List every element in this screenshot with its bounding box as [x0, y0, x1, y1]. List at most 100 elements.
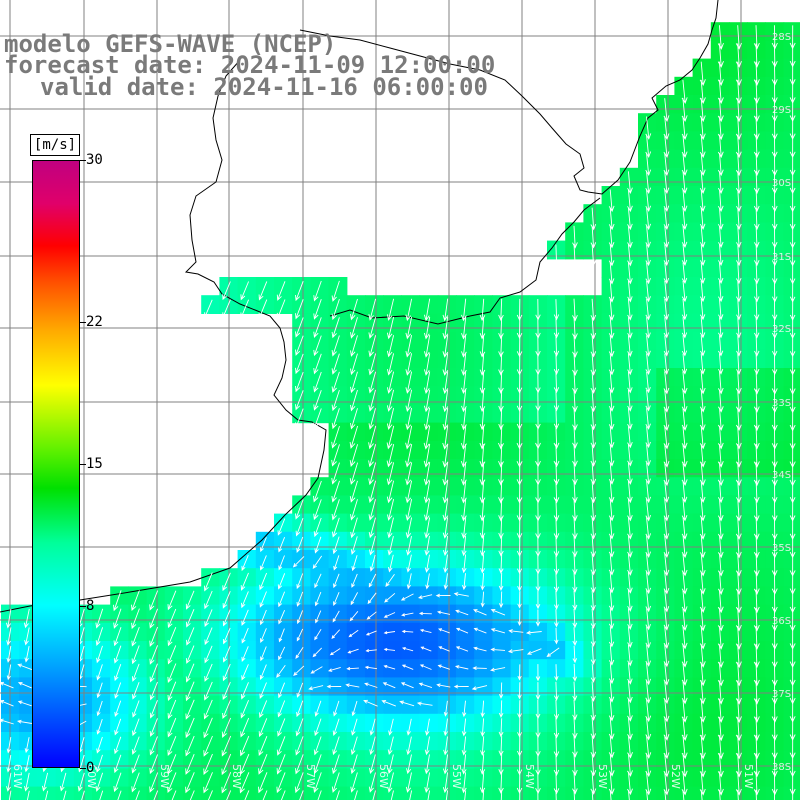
wind-vector-arrow: [553, 753, 560, 776]
wind-vector-arrow: [735, 116, 742, 141]
wind-vector-arrow: [167, 736, 177, 756]
wind-vector-arrow: [17, 700, 32, 707]
wind-vector-arrow: [590, 535, 597, 558]
wind-vector-arrow: [424, 754, 430, 775]
colorbar-tick-mark: [80, 160, 86, 161]
wind-vector-arrow: [442, 316, 449, 340]
wind-vector-arrow: [419, 628, 432, 634]
wind-vector-arrow: [405, 316, 413, 340]
wind-vector-arrow: [295, 317, 304, 338]
wind-vector-arrow: [222, 572, 231, 592]
wind-vector-arrow: [383, 664, 396, 670]
wind-vector-arrow: [331, 298, 340, 321]
wind-vector-arrow: [331, 629, 341, 639]
wind-vector-arrow: [388, 718, 394, 736]
wind-vector-arrow: [627, 408, 633, 430]
wind-vector-arrow: [573, 789, 575, 800]
wind-vector-arrow: [645, 589, 652, 613]
wind-vector-arrow: [222, 699, 231, 720]
wind-speed-cell: [201, 786, 220, 800]
colorbar-tick-label: 30: [86, 152, 103, 168]
wind-speed-cell: [183, 786, 202, 800]
wind-vector-arrow: [310, 666, 323, 674]
latitude-label: 34S: [772, 470, 791, 481]
wind-vector-arrow: [258, 718, 268, 738]
wind-vector-arrow: [331, 408, 340, 430]
wind-vector-arrow: [663, 335, 670, 357]
wind-vector-arrow: [95, 627, 104, 646]
wind-vector-arrow: [718, 335, 724, 357]
wind-vector-arrow: [418, 611, 432, 616]
wind-vector-arrow: [435, 593, 451, 598]
wind-vector-arrow: [423, 389, 431, 413]
wind-vector-arrow: [700, 335, 706, 357]
wind-vector-arrow: [278, 610, 286, 625]
colorbar-tick-label: 0: [86, 760, 95, 776]
wind-vector-arrow: [753, 407, 760, 432]
wind-vector-arrow: [186, 627, 195, 646]
wind-vector-arrow: [753, 152, 760, 177]
wind-vector-arrow: [313, 772, 322, 793]
wind-vector-arrow: [350, 371, 358, 394]
wind-vector-arrow: [517, 664, 522, 681]
wind-vector-arrow: [424, 736, 430, 756]
wind-vector-arrow: [296, 536, 304, 553]
wind-vector-arrow: [204, 299, 213, 319]
wind-vector-arrow: [508, 629, 524, 634]
wind-vector-arrow: [699, 480, 706, 504]
wind-vector-arrow: [572, 244, 578, 267]
wind-vector-arrow: [350, 499, 358, 521]
wind-vector-arrow: [753, 662, 760, 687]
wind-vector-arrow: [171, 790, 177, 800]
wind-vector-arrow: [240, 717, 250, 738]
wind-vector-arrow: [425, 718, 430, 736]
wind-vector-arrow: [736, 262, 742, 285]
colorbar-unit: [m/s]: [30, 134, 80, 156]
wind-vector-arrow: [608, 535, 615, 558]
wind-vector-arrow: [280, 790, 286, 800]
wind-vector-arrow: [405, 425, 413, 450]
wind-vector-arrow: [241, 664, 249, 681]
wind-vector-arrow: [735, 462, 742, 487]
wind-vector-arrow: [185, 645, 195, 664]
wind-vector-arrow: [461, 772, 467, 794]
wind-vector-arrow: [572, 553, 578, 576]
wind-vector-arrow: [369, 718, 376, 736]
wind-vector-arrow: [350, 592, 358, 606]
wind-vector-arrow: [681, 317, 688, 339]
wind-vector-arrow: [258, 299, 268, 319]
wind-vector-arrow: [368, 353, 377, 376]
wind-vector-arrow: [627, 608, 633, 630]
wind-vector-arrow: [386, 389, 395, 412]
wind-vector-arrow: [553, 517, 560, 540]
wind-vector-arrow: [260, 628, 267, 643]
wind-vector-arrow: [553, 771, 560, 795]
wind-vector-arrow: [149, 626, 159, 647]
wind-vector-arrow: [381, 699, 396, 707]
wind-vector-arrow: [167, 590, 177, 611]
wind-vector-arrow: [113, 772, 122, 793]
wind-vector-arrow: [773, 789, 776, 800]
wind-vector-arrow: [131, 590, 140, 612]
wind-vector-arrow: [735, 152, 742, 177]
wind-vector-arrow: [442, 407, 449, 431]
wind-vector-arrow: [753, 535, 760, 559]
wind-vector-arrow: [718, 280, 724, 303]
wind-vector-arrow: [332, 736, 340, 756]
wind-vector-arrow: [645, 426, 651, 449]
wind-vector-arrow: [387, 554, 394, 573]
wind-vector-arrow: [737, 789, 739, 800]
wind-vector-arrow: [308, 685, 324, 691]
wind-vector-arrow: [438, 646, 450, 652]
wind-vector-arrow: [461, 517, 467, 539]
wind-speed-cell: [783, 768, 800, 788]
wind-vector-arrow: [351, 700, 358, 717]
wind-vector-arrow: [331, 772, 340, 793]
wind-vector-arrow: [185, 663, 195, 683]
wind-vector-arrow: [753, 644, 760, 669]
wind-vector-arrow: [295, 736, 304, 756]
wind-speed-cell: [783, 659, 800, 678]
wind-vector-arrow: [313, 480, 322, 503]
latitude-label: 36S: [772, 616, 791, 627]
